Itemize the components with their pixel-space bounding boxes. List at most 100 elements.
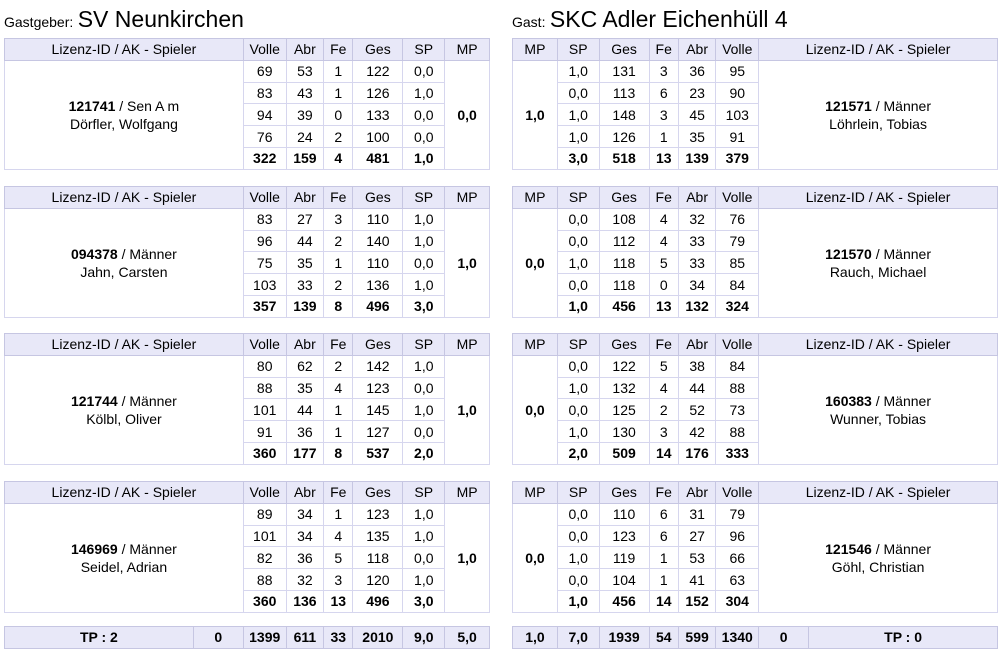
guest-player-license: 121571 / Männer <box>760 97 997 115</box>
guest-throw-value: 35 <box>677 125 717 148</box>
home-subtotal: 139 <box>285 294 325 318</box>
home-throw-value: 145 <box>352 398 404 422</box>
guest-throw-value: 110 <box>598 502 650 526</box>
home-subtotal: 136 <box>285 589 325 613</box>
guest-throw-value: 113 <box>598 81 650 105</box>
guest-license-id: 121571 <box>825 97 872 114</box>
guest-subtotal: 1,0 <box>556 589 600 613</box>
guest-total-fe: 54 <box>648 626 679 649</box>
guest-throw-value: 4 <box>648 207 679 231</box>
home-throw-value: 126 <box>352 81 404 105</box>
home-player-name: Jahn, Carsten <box>80 263 168 280</box>
home-throw-value: 140 <box>352 229 404 253</box>
home-throw-value: 34 <box>285 524 325 548</box>
home-throw-value: 1 <box>323 59 354 83</box>
home-throw-value: 136 <box>352 273 404 296</box>
home-total-abr: 611 <box>285 626 325 649</box>
home-total-ges: 2010 <box>352 626 404 649</box>
guest-player-license: 121546 / Männer <box>760 540 997 558</box>
guest-subtotal: 304 <box>715 589 760 613</box>
home-throw-value: 43 <box>285 81 325 105</box>
home-total-volle: 1399 <box>242 626 287 649</box>
guest-total-volle: 1340 <box>715 626 760 649</box>
guest-throw-value: 2 <box>648 398 679 422</box>
guest-age-class: / Männer <box>871 97 931 114</box>
guest-throw-value: 118 <box>598 273 650 296</box>
home-subtotal: 496 <box>352 294 404 318</box>
home-col-header: Abr <box>285 333 325 356</box>
home-throw-value: 88 <box>242 376 287 400</box>
home-subtotal: 360 <box>242 589 287 613</box>
guest-throw-value: 148 <box>598 103 650 127</box>
guest-throw-value: 38 <box>677 354 717 378</box>
home-throw-value: 122 <box>352 59 404 83</box>
home-total-fe: 33 <box>323 626 354 649</box>
guest-col-header: Fe <box>648 333 679 356</box>
guest-col-header: Volle <box>715 481 760 504</box>
home-player-name: Kölbl, Oliver <box>86 410 162 427</box>
guest-subtotal: 3,0 <box>556 146 600 170</box>
home-throw-value: 0,0 <box>402 125 446 148</box>
home-throw-value: 34 <box>285 502 325 526</box>
guest-col-header: Volle <box>715 38 760 61</box>
home-throw-value: 0,0 <box>402 59 446 83</box>
guest-throw-value: 0,0 <box>556 81 600 105</box>
guest-throw-value: 0,0 <box>556 398 600 422</box>
guest-throw-value: 66 <box>715 546 760 570</box>
home-subtotal: 360 <box>242 441 287 465</box>
guest-col-header: SP <box>556 333 600 356</box>
home-throw-value: 1,0 <box>402 229 446 253</box>
guest-col-header: Ges <box>598 38 650 61</box>
home-throw-value: 110 <box>352 251 404 275</box>
guest-subtotal: 379 <box>715 146 760 170</box>
guest-throw-value: 104 <box>598 568 650 591</box>
home-throw-value: 1,0 <box>402 524 446 548</box>
guest-col-header: SP <box>556 481 600 504</box>
guest-subtotal: 152 <box>677 589 717 613</box>
guest-subtotal: 176 <box>677 441 717 465</box>
guest-throw-value: 23 <box>677 81 717 105</box>
guest-subtotal: 509 <box>598 441 650 465</box>
guest-col-header: Lizenz-ID / AK - Spieler <box>758 186 998 209</box>
home-col-header: Fe <box>323 333 354 356</box>
guest-col-header: Ges <box>598 186 650 209</box>
home-player-license: 121744 / Männer <box>5 392 242 410</box>
home-throw-value: 110 <box>352 207 404 231</box>
guest-throw-value: 132 <box>598 376 650 400</box>
home-throw-value: 94 <box>242 103 287 127</box>
home-col-header: MP <box>444 186 490 209</box>
guest-age-class: / Männer <box>871 540 931 557</box>
guest-throw-value: 90 <box>715 81 760 105</box>
home-player-cell: 121741 / Sen A m Dörfler, Wolfgang <box>4 59 244 170</box>
guest-throw-value: 1,0 <box>556 125 600 148</box>
home-throw-value: 118 <box>352 546 404 570</box>
guest-player-cell: 121546 / Männer Göhl, Christian <box>758 502 998 613</box>
home-throw-value: 135 <box>352 524 404 548</box>
home-age-class: / Männer <box>117 392 177 409</box>
guest-throw-value: 0,0 <box>556 229 600 253</box>
guest-total-abr: 599 <box>677 626 717 649</box>
home-subtotal: 481 <box>352 146 404 170</box>
home-throw-value: 44 <box>285 229 325 253</box>
guest-label: Gast: <box>512 14 546 30</box>
guest-col-header: SP <box>556 186 600 209</box>
home-throw-value: 69 <box>242 59 287 83</box>
home-col-header: Lizenz-ID / AK - Spieler <box>4 38 244 61</box>
guest-throw-value: 4 <box>648 229 679 253</box>
home-subtotal: 8 <box>323 294 354 318</box>
guest-throw-value: 52 <box>677 398 717 422</box>
guest-col-header: Lizenz-ID / AK - Spieler <box>758 333 998 356</box>
guest-match-points: 0,0 <box>512 207 558 318</box>
guest-match-table: MP SP Ges Fe Abr Volle Lizenz-ID / AK - Spiele… <box>512 481 998 613</box>
guest-throw-value: 1,0 <box>556 251 600 275</box>
guest-age-class: / Männer <box>871 245 931 262</box>
guest-throw-value: 36 <box>677 59 717 83</box>
guest-col-header: MP <box>512 186 558 209</box>
guest-subtotal: 518 <box>598 146 650 170</box>
home-extra: 0 <box>192 626 244 649</box>
guest-throw-value: 5 <box>648 354 679 378</box>
guest-subtotal: 13 <box>648 294 679 318</box>
home-col-header: Ges <box>352 38 404 61</box>
guest-throw-value: 130 <box>598 420 650 443</box>
home-throw-value: 123 <box>352 502 404 526</box>
